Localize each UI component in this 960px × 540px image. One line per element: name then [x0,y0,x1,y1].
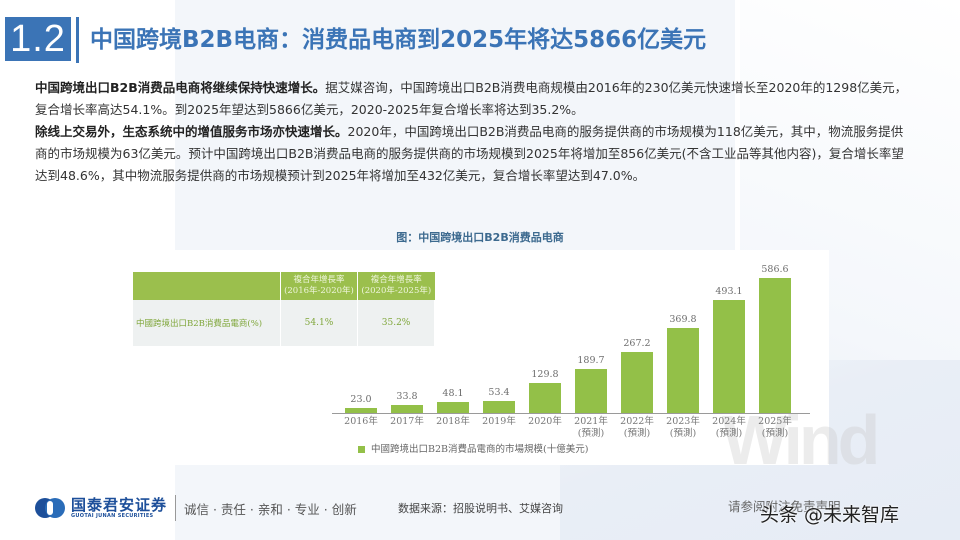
bar [667,328,699,413]
paragraph-2-lead: 除线上交易外，生态系统中的增值服务市场亦快速增长。 [35,124,348,139]
footer-brand: 国泰君安证券 GUOTAI JUNAN SECURITIES 诚信 · 责任 ·… [35,495,357,521]
paragraph-1-text: 据艾媒咨询，中国跨境出口B2B消费电商规模由2016年的230亿美元快速增长至2… [35,80,908,117]
x-axis-label: 2025年 (預測) [758,416,792,439]
bar [713,300,745,413]
figure-caption: 图：中国跨境出口B2B消费品电商 [396,231,564,244]
bar-value-label: 53.4 [488,387,510,398]
table-header-cagr-2016-2020: 複合年增長率 (2016年-2020年) [280,272,359,300]
footer-motto: 诚信 · 责任 · 亲和 · 专业 · 创新 [184,501,357,517]
body-text: 中国跨境出口B2B消费品电商将继续保持快速增长。据艾媒咨询，中国跨境出口B2B消… [35,77,915,187]
bar-value-label: 129.8 [531,369,559,380]
page-title: 中国跨境B2B电商：消费品电商到2025年将达5866亿美元 [90,27,707,53]
x-axis-label: 2019年 [482,416,516,427]
bar [759,278,791,413]
x-axis-label: 2024年 (預測) [712,416,746,439]
bar-value-label: 586.6 [761,264,789,275]
paragraph-2: 除线上交易外，生态系统中的增值服务市场亦快速增长。2020年，中国跨境出口B2B… [35,121,915,187]
bar-value-label: 267.2 [623,338,651,349]
paragraph-2-text: 2020年，中国跨境出口B2B消费品电商的服务提供商的市场规模为118亿美元，其… [35,124,904,183]
section-divider [76,17,79,63]
x-axis-label: 2018年 [436,416,470,427]
bar-value-label: 369.8 [669,314,697,325]
legend-swatch [358,446,365,453]
table-header-row: 複合年增長率 (2016年-2020年) 複合年增長率 (2020年-2025年… [133,272,435,300]
x-axis-label: 2020年 [528,416,562,427]
bar [437,402,469,413]
table-header-empty [133,272,281,300]
bar [621,352,653,413]
toutiao-watermark: 头条 @未来智库 [760,504,900,526]
guotai-junan-logo-icon [35,498,65,518]
legend-label: 中國跨境出口B2B消費品電商的市場規模(十億美元) [371,444,589,455]
table-cell-cagr-2016-2020: 54.1% [280,300,359,346]
bar [391,405,423,413]
footer-divider [175,495,177,521]
x-axis-label: 2016年 [344,416,378,427]
x-axis-label: 2022年 (預測) [620,416,654,439]
logo-name-cn: 国泰君安证券 [71,495,168,514]
bar-value-label: 23.0 [350,394,372,405]
chart-legend: 中國跨境出口B2B消費品電商的市場規模(十億美元) [358,441,588,455]
paragraph-1: 中国跨境出口B2B消费品电商将继续保持快速增长。据艾媒咨询，中国跨境出口B2B消… [35,77,915,121]
logo-text: 国泰君安证券 GUOTAI JUNAN SECURITIES [71,497,167,520]
section-number: 1.2 [5,17,71,61]
logo-name-en: GUOTAI JUNAN SECURITIES [71,512,154,519]
cagr-table: 複合年增長率 (2016年-2020年) 複合年增長率 (2020年-2025年… [133,272,435,346]
x-axis-label: 2021年 (預測) [574,416,608,439]
bar-value-label: 189.7 [577,355,605,366]
data-source: 数据来源：招股说明书、艾媒咨询 [398,502,563,515]
bar [483,401,515,413]
x-axis-line [332,413,810,414]
paragraph-1-lead: 中国跨境出口B2B消费品电商将继续保持快速增长。 [35,80,326,95]
bar [529,383,561,413]
table-header-cagr-2020-2025: 複合年增長率 (2020年-2025年) [357,272,435,300]
bar-value-label: 33.8 [396,391,418,402]
x-axis-label: 2023年 (預測) [666,416,700,439]
chart-panel: 複合年增長率 (2016年-2020年) 複合年增長率 (2020年-2025年… [122,250,880,479]
disclaimer-note: 请参阅附注免责声明 [728,499,841,514]
table-cell-cagr-2020-2025: 35.2% [357,300,435,346]
bar [575,369,607,413]
bar-value-label: 48.1 [442,388,464,399]
bar [345,408,377,413]
table-row-label: 中國跨境出口B2B消費品電商(%) [133,300,281,346]
bar-chart: 23.0 2016年 33.8 2017年 48.1 2018年 53.4 2019年 129.… [122,250,829,465]
wind-watermark: Wind [722,401,880,479]
bar-value-label: 493.1 [715,286,743,297]
x-axis-label: 2017年 [390,416,424,427]
table-row: 中國跨境出口B2B消費品電商(%) 54.1% 35.2% [133,300,435,346]
